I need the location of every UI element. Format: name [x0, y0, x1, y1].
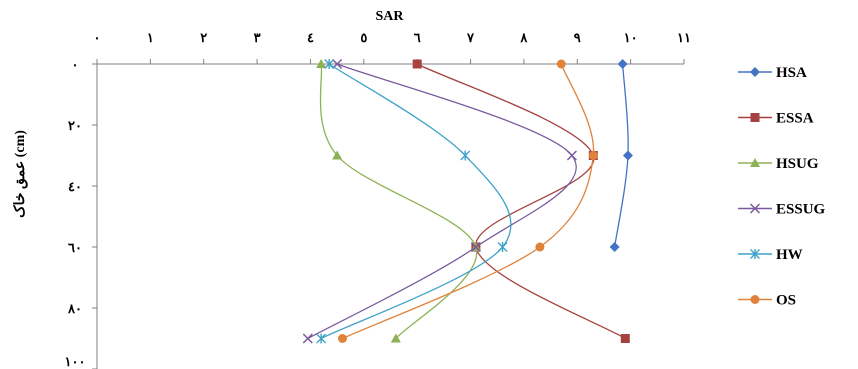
- legend-label-hsa: HSA: [776, 65, 807, 81]
- series-essug: [302, 58, 577, 344]
- series-os: [337, 59, 598, 343]
- legend-marker-hsug: [750, 158, 760, 167]
- axes: ٠ ١ ٢ ٣ ٤ ٥ ٦ ٧ ٨ ٩ ١٠ ١١ ٠ ٢٠ ٤٠ ٦٠ ٨٠ ١٠٠: [65, 31, 691, 369]
- data-point-hsug: [316, 59, 327, 68]
- data-point-os: [337, 334, 347, 343]
- y-tick-label: ٤٠: [68, 180, 82, 195]
- x-tick-label: ٤: [307, 31, 314, 46]
- x-tick-label: ٣: [254, 31, 261, 46]
- y-axis-title: عمق خاک (cm): [12, 130, 28, 218]
- x-tick-label: ١١: [677, 31, 691, 46]
- x-tick-label: ٢: [200, 31, 207, 46]
- legend-label-hsug: HSUG: [776, 156, 819, 172]
- legend-label-os: OS: [776, 293, 796, 309]
- y-tick-label: ٢٠: [68, 119, 82, 134]
- series-line-hw: [320, 63, 512, 340]
- data-point-hsa: [622, 150, 633, 161]
- y-tick-label: ٠: [72, 58, 79, 73]
- series-line-os: [342, 63, 595, 340]
- legend-item-hw: HW: [738, 247, 803, 263]
- data-point-essug: [566, 150, 577, 161]
- legend-marker-hw: [750, 249, 760, 259]
- x-tick-label: ٦: [414, 31, 421, 46]
- series-hsug: [316, 59, 481, 343]
- x-tick-label: ٧: [466, 31, 475, 46]
- y-tick-label: ٦٠: [68, 241, 82, 256]
- legend-label-essug: ESSUG: [776, 202, 826, 218]
- data-point-os: [588, 151, 598, 160]
- x-tick-label: ٩: [574, 31, 581, 46]
- x-axis-title: SAR: [375, 9, 404, 24]
- series-layer: [302, 58, 633, 344]
- data-point-hsug: [390, 333, 401, 343]
- legend-item-hsug: HSUG: [738, 156, 819, 172]
- x-tick-label: ١: [147, 31, 154, 46]
- legend-item-os: OS: [738, 293, 796, 309]
- data-point-hsa: [609, 242, 620, 252]
- data-point-hw: [460, 150, 471, 161]
- legend-marker-essug: [749, 203, 761, 214]
- legend-item-essug: ESSUG: [738, 202, 826, 218]
- data-point-os: [556, 59, 566, 69]
- series-line-essa: [416, 63, 626, 340]
- data-point-hw: [324, 59, 335, 69]
- data-point-hsa: [617, 59, 628, 69]
- data-point-hw: [497, 242, 508, 252]
- data-point-os: [535, 242, 545, 252]
- legend: HSA ESSA HSUG ESSUG HW OS: [738, 65, 826, 309]
- legend-item-hsa: HSA: [738, 65, 807, 81]
- x-tick-label: ١٠: [624, 31, 638, 46]
- data-point-essug: [470, 241, 481, 253]
- x-tick-label: ٥: [360, 31, 367, 46]
- series-line-essug: [307, 63, 577, 340]
- data-point-hsug: [332, 150, 343, 160]
- data-point-essa: [620, 334, 630, 343]
- series-essa: [412, 59, 630, 343]
- series-line-hsug: [319, 63, 478, 339]
- x-tick-label: ٨: [519, 31, 528, 46]
- data-point-essa: [412, 59, 422, 69]
- legend-marker-hsa: [750, 67, 760, 77]
- data-point-essug: [302, 333, 313, 344]
- legend-marker-essa: [750, 113, 760, 122]
- legend-label-essa: ESSA: [776, 111, 814, 127]
- legend-item-essa: ESSA: [738, 111, 814, 127]
- series-hsa: [609, 59, 633, 252]
- data-point-hw: [316, 333, 327, 344]
- legend-label-hw: HW: [776, 247, 803, 263]
- legend-marker-os: [750, 295, 760, 304]
- series-hw: [316, 59, 512, 344]
- y-tick-label: ١٠٠: [65, 355, 86, 369]
- x-tick-label: ٠: [94, 31, 101, 46]
- y-tick-label: ٨٠: [67, 302, 82, 317]
